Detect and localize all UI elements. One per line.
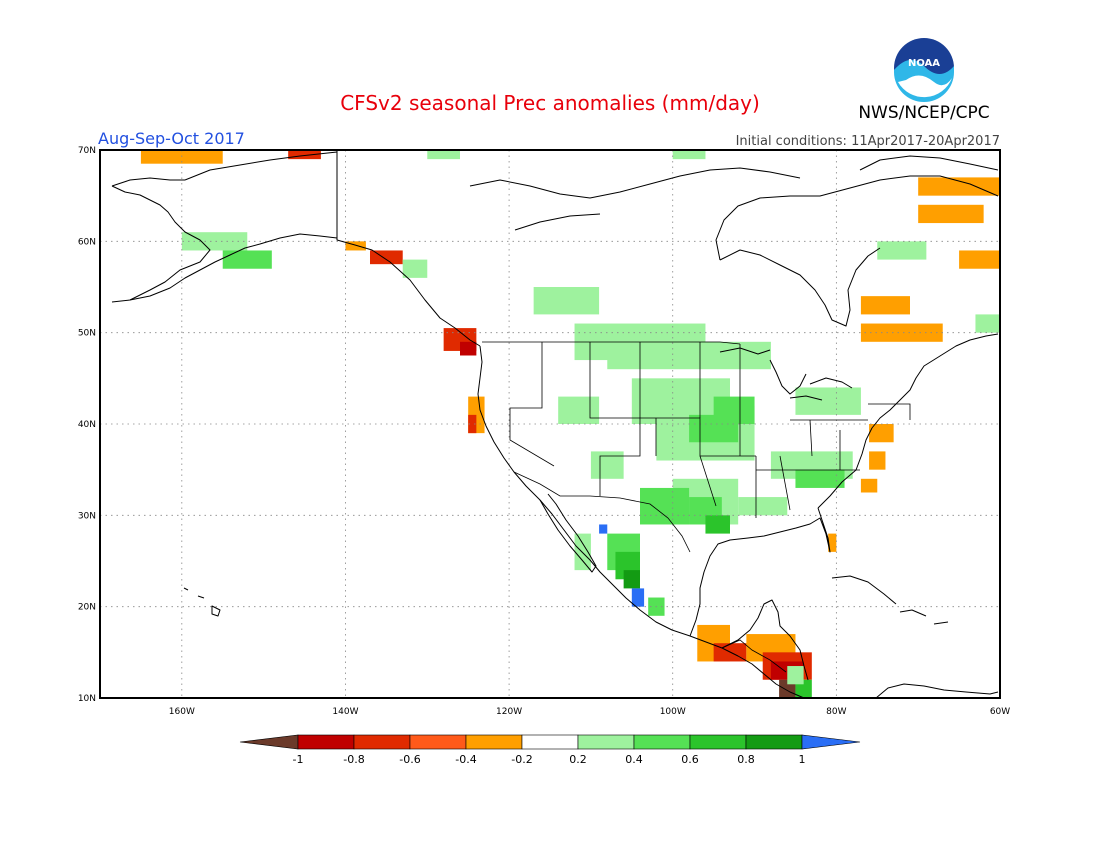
- anomaly-cell: [672, 150, 706, 160]
- longitude-label: 160W: [169, 707, 195, 717]
- anomaly-cell: [860, 478, 878, 493]
- anomaly-cell: [533, 287, 600, 315]
- colorbar-label: -1: [293, 753, 304, 766]
- longitude-label: 60W: [990, 707, 1010, 717]
- anomaly-cell: [860, 323, 943, 342]
- anomaly-cell: [345, 241, 366, 251]
- latitude-label: 10N: [78, 694, 96, 704]
- longitude-label: 120W: [496, 707, 522, 717]
- colorbar-min-arrow: [239, 734, 299, 750]
- anomaly-cell: [828, 533, 837, 552]
- anomaly-cell: [795, 469, 845, 488]
- anomaly-cell: [427, 150, 460, 160]
- colorbar-label: 0.4: [625, 753, 643, 766]
- anomaly-cell: [623, 570, 640, 589]
- anomaly-cell: [795, 387, 861, 415]
- colorbar-label: -0.8: [343, 753, 364, 766]
- anomaly-cell: [918, 177, 1000, 196]
- anomaly-cell: [877, 241, 927, 260]
- map-title: CFSv2 seasonal Prec anomalies (mm/day): [340, 91, 760, 115]
- anomaly-cell: [631, 588, 645, 607]
- anomaly-cell: [918, 204, 984, 224]
- colorbar-label: 1: [799, 753, 806, 766]
- colorbar-swatch: [297, 734, 355, 750]
- colorbar-swatch: [409, 734, 467, 750]
- colorbar-label: -0.2: [511, 753, 532, 766]
- latitude-label: 70N: [78, 146, 96, 156]
- longitude-label: 80W: [826, 707, 846, 717]
- colorbar-swatch: [577, 734, 635, 750]
- colorbar-label: -0.6: [399, 753, 420, 766]
- anomaly-cell: [181, 232, 248, 251]
- anomaly-cell: [959, 250, 1000, 269]
- colorbar-swatch: [633, 734, 691, 750]
- colorbar-label: 0.6: [681, 753, 699, 766]
- colorbar-swatch: [465, 734, 523, 750]
- anomaly-cell: [787, 666, 804, 685]
- anomaly-cell: [640, 487, 690, 525]
- map-panel: [99, 149, 1001, 699]
- longitude-label: 100W: [660, 707, 686, 717]
- anomaly-cell: [599, 524, 608, 534]
- colorbar: -1 -0.8 -0.6 -0.4 -0.2 0.2 0.4 0.6 0.8 1: [239, 734, 861, 766]
- colorbar-swatch: [521, 734, 579, 750]
- latitude-label: 40N: [78, 420, 96, 430]
- anomaly-cell: [705, 515, 730, 534]
- colorbar-max-arrow: [801, 734, 861, 750]
- colorbar-label: 0.8: [737, 753, 755, 766]
- anomaly-cell: [288, 150, 321, 160]
- political-borders: [482, 341, 911, 673]
- anomaly-cell: [869, 424, 894, 443]
- anomaly-cell: [222, 250, 272, 269]
- noaa-logo-icon: NOAA: [894, 38, 954, 102]
- latitude-label: 20N: [78, 603, 96, 613]
- anomaly-cell: [607, 341, 771, 370]
- colorbar-swatch: [353, 734, 411, 750]
- forecast-period: Aug-Sep-Oct 2017: [98, 129, 245, 148]
- anomaly-cell: [574, 533, 591, 571]
- anomaly-cell: [460, 341, 477, 356]
- anomaly-cell: [738, 497, 788, 516]
- colorbar-label: -0.4: [455, 753, 476, 766]
- longitude-label: 140W: [332, 707, 358, 717]
- anomaly-cell: [558, 396, 600, 424]
- coastlines: [111, 150, 999, 699]
- anomaly-cell: [975, 314, 1000, 333]
- anomaly-cell: [468, 414, 477, 434]
- anomaly-cell: [713, 396, 755, 424]
- noaa-logo-text: NOAA: [908, 58, 940, 69]
- anomaly-cell: [590, 451, 624, 479]
- latitude-label: 60N: [78, 237, 96, 247]
- longitude-labels: 160W 140W 120W 100W 80W 60W: [169, 707, 1010, 717]
- graticule: [100, 150, 1000, 698]
- colorbar-label: 0.2: [569, 753, 587, 766]
- anomaly-cell: [869, 451, 886, 470]
- anomaly-cell: [860, 296, 910, 315]
- colorbar-swatch: [745, 734, 803, 750]
- latitude-label: 30N: [78, 511, 96, 521]
- latitude-labels: 70N 60N 50N 40N 30N 20N 10N: [78, 146, 96, 704]
- organization-label: NWS/NCEP/CPC: [858, 103, 989, 123]
- anomaly-cell: [402, 259, 428, 278]
- initial-conditions: Initial conditions: 11Apr2017-20Apr2017: [736, 134, 1000, 149]
- colorbar-swatch: [689, 734, 747, 750]
- latitude-label: 50N: [78, 329, 96, 339]
- map-frame: [99, 149, 1001, 699]
